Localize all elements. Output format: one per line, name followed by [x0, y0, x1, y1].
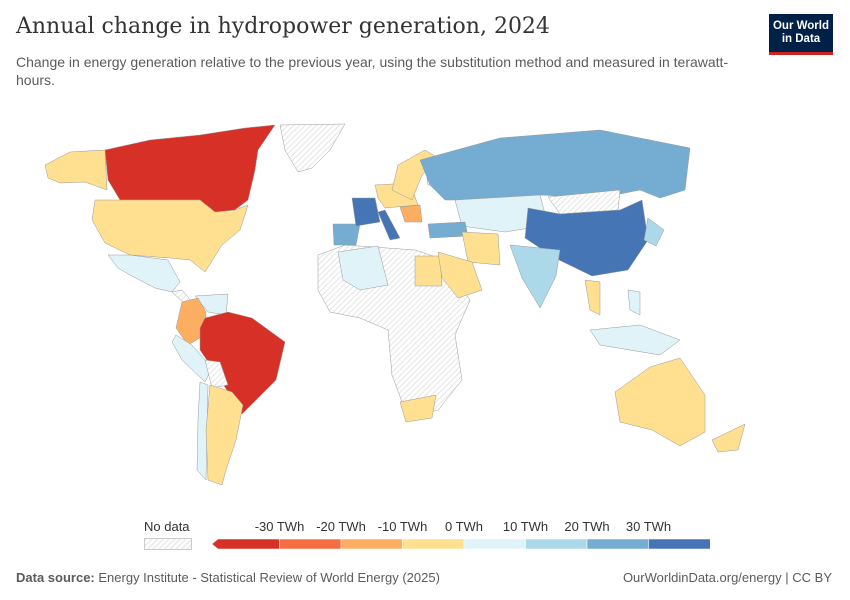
legend-tick: -20 TWh — [316, 519, 366, 534]
country-egypt[interactable] — [414, 255, 443, 287]
country-turkey[interactable] — [427, 221, 469, 239]
legend-bin[interactable] — [340, 538, 403, 550]
legend-no-data-swatch — [144, 538, 192, 550]
country-mexico[interactable] — [107, 254, 181, 293]
country-south-africa[interactable] — [399, 394, 437, 423]
country-bolivia[interactable] — [204, 359, 229, 389]
owid-logo[interactable]: Our World in Data — [769, 14, 833, 55]
country-new-zealand[interactable] — [711, 423, 746, 453]
country-iran[interactable] — [461, 231, 501, 266]
country-united-states[interactable] — [91, 199, 249, 273]
country-indonesia[interactable] — [589, 324, 681, 356]
chart-title: Annual change in hydropower generation, … — [16, 14, 550, 39]
country-spain[interactable] — [332, 223, 361, 246]
legend-color-bar — [211, 538, 711, 550]
country-saudi-arabia[interactable] — [437, 251, 483, 299]
country-france[interactable] — [351, 197, 381, 227]
legend-bin[interactable] — [279, 538, 342, 550]
legend-bin[interactable] — [463, 538, 526, 550]
legend-bin[interactable] — [586, 538, 649, 550]
logo-line1: Our World — [772, 20, 829, 32]
legend-tick: -30 TWh — [254, 519, 305, 534]
country-alaska[interactable] — [44, 149, 108, 191]
legend-bin[interactable] — [648, 538, 711, 550]
chart-subtitle: Change in energy generation relative to … — [16, 54, 729, 88]
footer-link[interactable]: OurWorldinData.org/energy | CC BY — [622, 570, 832, 585]
data-source: Data source: Energy Institute - Statisti… — [16, 570, 440, 585]
world-map — [44, 123, 746, 486]
country-thailand[interactable] — [584, 279, 601, 316]
legend-no-data-label: No data — [144, 519, 190, 534]
logo-line2: in Data — [781, 33, 821, 45]
legend-tick: 30 TWh — [625, 519, 672, 534]
country-greenland[interactable] — [279, 123, 346, 173]
country-argentina[interactable] — [205, 384, 244, 486]
legend-bin[interactable] — [525, 538, 588, 550]
legend-tick: 20 TWh — [564, 519, 610, 534]
country-chile[interactable] — [196, 381, 209, 481]
data-source-label: Data source: — [16, 570, 95, 585]
country-philippines[interactable] — [627, 289, 641, 316]
country-italy[interactable] — [377, 209, 401, 241]
country-brazil[interactable] — [199, 311, 286, 415]
legend-tick: 0 TWh — [444, 519, 484, 534]
legend-bin[interactable] — [211, 538, 280, 550]
data-source-text: Energy Institute - Statistical Review of… — [98, 570, 440, 585]
legend-bin[interactable] — [402, 538, 465, 550]
country-balkans[interactable] — [399, 204, 423, 223]
country-russia[interactable] — [419, 129, 691, 201]
country-peru[interactable] — [171, 334, 213, 383]
country-canada[interactable] — [104, 124, 276, 213]
legend-tick: 10 TWh — [502, 519, 549, 534]
country-algeria[interactable] — [337, 245, 389, 291]
country-africa[interactable] — [317, 244, 471, 419]
legend-tick: -10 TWh — [377, 519, 428, 534]
country-japan[interactable] — [643, 217, 665, 247]
country-india[interactable] — [509, 244, 561, 309]
country-australia[interactable] — [614, 357, 706, 447]
